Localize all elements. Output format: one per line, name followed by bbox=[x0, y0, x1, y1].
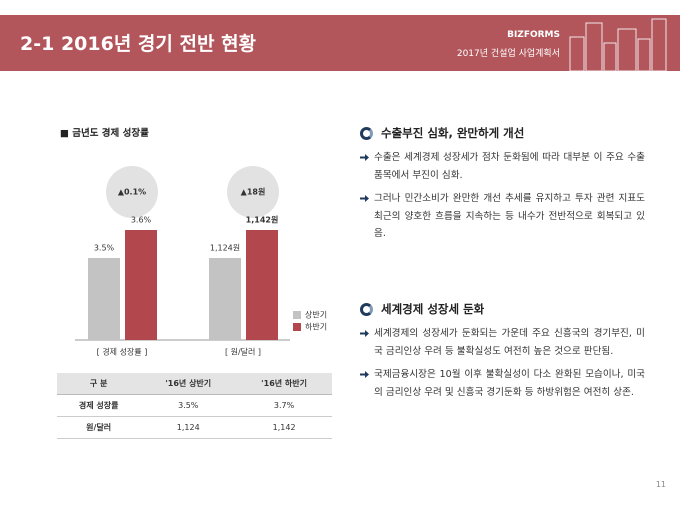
heading-text: 세계경제 성장세 둔화 bbox=[381, 302, 485, 316]
table-cell: 원/달러 bbox=[57, 416, 141, 439]
arrow-icon bbox=[360, 371, 369, 378]
section-heading: 세계경제 성장세 둔화 bbox=[360, 301, 645, 317]
page-number: 11 bbox=[655, 480, 666, 489]
value-label: 1,124원 bbox=[210, 244, 240, 253]
bullet-text: 그러나 민간소비가 완만한 개선 추세를 유지하고 투자 관련 지표도 최근의 … bbox=[374, 193, 645, 239]
category-label: [ 원/달러 ] bbox=[225, 348, 261, 357]
table-cell: 경제 성장률 bbox=[57, 394, 141, 417]
category-label: [ 경제 성장률 ] bbox=[97, 347, 148, 357]
value-label: 3.6% bbox=[131, 216, 152, 225]
legend-label: 하반기 bbox=[305, 322, 327, 332]
bar bbox=[209, 258, 241, 340]
bullet-text: 세계경제의 성장세가 둔화되는 가운데 주요 신흥국의 경기부진, 미국 금리인… bbox=[374, 328, 645, 357]
bullet: 국제금융시장은 10월 이후 불확실성이 다소 완화된 모습이나, 미국의 금리… bbox=[360, 366, 645, 401]
brand: BIZFORMS bbox=[507, 30, 560, 40]
bullet-text: 수출은 세계경제 성장세가 점차 둔화됨에 따라 대부분 이 주요 수출품목에서… bbox=[374, 152, 645, 181]
change-label: ▲0.1% bbox=[118, 188, 146, 197]
arrow-icon bbox=[360, 154, 369, 161]
legend-label: 상반기 bbox=[305, 310, 327, 320]
summary-table: 구 분 '16년 상반기 '16년 하반기 경제 성장률 3.5% 3.7% 원/달러 1,1… bbox=[57, 373, 332, 439]
table-row: 원/달러 1,124 1,142 bbox=[57, 416, 332, 439]
heading-text: 수출부진 심화, 완만하게 개선 bbox=[381, 126, 525, 140]
chart-title: ■ 금년도 경제 성장률 bbox=[60, 128, 149, 139]
bullet: 수출은 세계경제 성장세가 점차 둔화됨에 따라 대부분 이 주요 수출품목에서… bbox=[360, 149, 645, 184]
table-cell: 3.7% bbox=[236, 394, 332, 417]
bullet: 세계경제의 성장세가 둔화되는 가운데 주요 신흥국의 경기부진, 미국 금리인… bbox=[360, 325, 645, 360]
change-label: ▲18원 bbox=[241, 187, 266, 197]
heading-icon bbox=[360, 302, 373, 316]
bar bbox=[125, 230, 157, 340]
bar bbox=[88, 258, 120, 340]
bar bbox=[246, 230, 278, 340]
chart: ▲0.1% 3.5% 3.6% [ 경제 성장률 ] ▲18원 1,124원 1,142원 [… bbox=[75, 166, 327, 357]
table-header-cell: '16년 상반기 bbox=[140, 373, 237, 395]
change-bubble bbox=[227, 166, 279, 218]
value-label: 3.5% bbox=[94, 244, 115, 253]
legend-swatch bbox=[293, 323, 301, 331]
table-cell: 1,142 bbox=[236, 416, 332, 439]
bullet-text: 국제금융시장은 10월 이후 불확실성이 다소 완화된 모습이나, 미국의 금리… bbox=[374, 369, 645, 398]
value-label: 1,142원 bbox=[246, 215, 279, 225]
table-cell: 1,124 bbox=[140, 416, 237, 439]
arrow-icon bbox=[360, 330, 369, 337]
arrow-icon bbox=[360, 195, 369, 202]
change-bubble bbox=[106, 166, 158, 218]
section-heading: 수출부진 심화, 완만하게 개선 bbox=[360, 125, 645, 141]
table-row: 경제 성장률 3.5% 3.7% bbox=[57, 394, 332, 417]
subtitle: 2017년 건설업 사업계획서 bbox=[456, 49, 560, 59]
header-band bbox=[0, 15, 680, 71]
slide-title: 2-1 2016년 경기 전반 현황 bbox=[20, 33, 257, 55]
heading-icon bbox=[360, 126, 373, 140]
table-cell: 3.5% bbox=[140, 394, 237, 417]
table-header-cell: 구 분 bbox=[57, 373, 141, 395]
building-icon bbox=[569, 18, 667, 71]
bullet-list: 세계경제의 성장세가 둔화되는 가운데 주요 신흥국의 경기부진, 미국 금리인… bbox=[360, 325, 645, 401]
table-header-cell: '16년 하반기 bbox=[236, 373, 332, 395]
bullet-list: 수출은 세계경제 성장세가 점차 둔화됨에 따라 대부분 이 주요 수출품목에서… bbox=[360, 149, 645, 243]
bullet: 그러나 민간소비가 완만한 개선 추세를 유지하고 투자 관련 지표도 최근의 … bbox=[360, 190, 645, 243]
legend-swatch bbox=[293, 311, 301, 319]
